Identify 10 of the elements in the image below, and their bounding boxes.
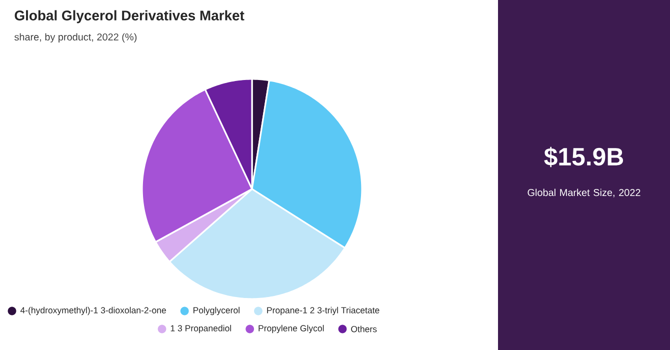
legend-label: 4-(hydroxymethyl)-1 3-dioxolan-2-one xyxy=(20,306,166,316)
legend-label: Propane-1 2 3-triyl Triacetate xyxy=(267,306,380,316)
text: Global Market Size, 2022 xyxy=(528,188,640,198)
legend-label: 1 3 Propanediol xyxy=(170,324,232,334)
legend-label: Others xyxy=(351,326,377,332)
chart-subtitle: share, by product, 2022 (%) xyxy=(14,33,137,42)
text: $15.9B xyxy=(544,146,624,168)
legend-label: Propylene Glycol xyxy=(258,324,324,334)
legend-label: Polyglycerol xyxy=(194,306,240,316)
chart-title: Global Glycerol Derivatives Market xyxy=(14,10,244,24)
